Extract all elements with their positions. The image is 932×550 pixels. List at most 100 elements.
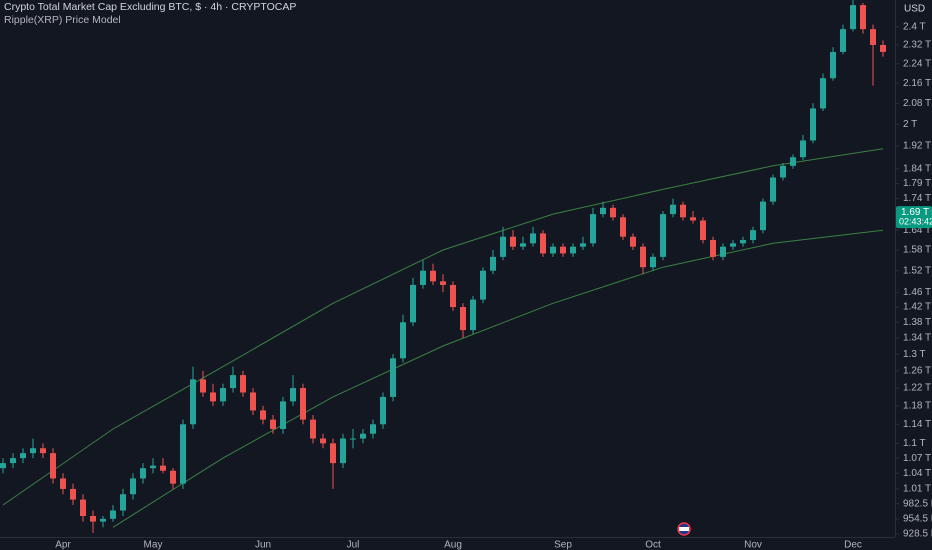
candle-body [560,246,566,254]
candle-body [490,256,496,271]
candle-body [370,424,376,434]
candle-body [20,453,26,459]
candle-body [180,424,186,484]
candle-body [640,246,646,268]
y-tick-label: 2.24 T [903,58,931,69]
candle-body [380,396,386,425]
model-band [2,148,884,506]
candle-body [170,470,176,484]
y-tick-label: 1.79 T [903,178,931,189]
candle-body [710,240,716,257]
candle-body [880,44,886,52]
candle-body [610,207,616,218]
candle-body [150,465,156,469]
candle-body [330,443,336,464]
candle-body [320,438,326,444]
candle-body [810,108,816,141]
candle-body [690,217,696,221]
candle-body [290,388,296,402]
candle-body [300,388,306,420]
candle-body [400,322,406,359]
candle-body [190,379,196,425]
candle-body [600,207,606,215]
candle-body [820,78,826,109]
chart-title: Crypto Total Market Cap Excluding BTC, $… [4,1,296,13]
candle-body [40,448,46,454]
candle-body [120,494,126,511]
candle-body [230,375,236,389]
y-tick-label: 1.58 T [903,245,931,256]
candle-body [790,157,796,166]
y-tick-label: 1.74 T [903,193,931,204]
candle-body [70,488,76,500]
candle-body [60,478,66,489]
y-tick-label: 1.84 T [903,163,931,174]
y-tick-label: 2.32 T [903,40,931,51]
last-price-label: 1.69 T [901,207,929,218]
candle-body [240,375,246,393]
candle-body [430,270,436,282]
candle-body [770,177,776,202]
x-tick-label: Apr [55,540,71,550]
candle-body [360,433,366,439]
x-tick-label: May [144,540,163,550]
candle-body [130,478,136,495]
candle-body [840,29,846,52]
countdown-label: 02:43:42 [899,216,932,226]
x-tick-label: Jul [347,540,360,550]
candle-body [620,217,626,237]
candle-body [670,204,676,215]
candle-body [140,468,146,479]
plot-area [0,0,886,533]
candle-body [500,236,506,257]
y-tick-label: 1.46 T [903,287,931,298]
candle-body [220,388,226,402]
y-tick-label: 1.92 T [903,141,931,152]
y-tick-label: 1.3 T [903,349,926,360]
candle-body [390,358,396,397]
candle-body [340,438,346,464]
candle-body [160,465,166,471]
candle-body [280,401,286,429]
candle-body [50,453,56,479]
y-tick-label: 1.01 T [903,484,931,495]
candle-body [420,270,426,285]
candle-body [440,281,446,285]
candle-body [470,299,476,331]
y-tick-label: 2 T [903,119,917,130]
x-tick-label: Sep [554,540,572,550]
candle-body [270,419,276,429]
currency-label[interactable]: USD [904,4,925,15]
event-icon[interactable] [677,522,691,536]
y-tick-label: 1.14 T [903,419,931,430]
candle-body [830,51,836,79]
candle-body [350,438,356,440]
y-tick-label: 1.07 T [903,453,931,464]
candle-body [680,204,686,218]
candle-body [700,220,706,241]
candle-body [800,140,806,158]
y-tick-label: 1.18 T [903,401,931,412]
candle-body [460,307,466,331]
candle-body [410,284,416,323]
y-tick-label: 928.5 B [903,528,932,539]
candle-body [30,448,36,454]
candle-body [10,458,16,464]
y-tick-label: 1.64 T [903,225,931,236]
candle-body [510,236,516,247]
y-tick-label: 2.08 T [903,98,931,109]
candle-body [260,410,266,420]
candle-body [580,243,586,247]
candle-body [210,392,216,402]
candle-body [0,463,6,469]
x-tick-label: Nov [744,540,762,550]
x-tick-label: Oct [645,540,661,550]
model-band [112,229,884,528]
candle-body [310,419,316,439]
candle-body [80,499,86,517]
y-tick-label: 2.16 T [903,78,931,89]
y-tick-label: 1.1 T [903,438,926,449]
candle-body [540,233,546,254]
candle-body [730,243,736,247]
